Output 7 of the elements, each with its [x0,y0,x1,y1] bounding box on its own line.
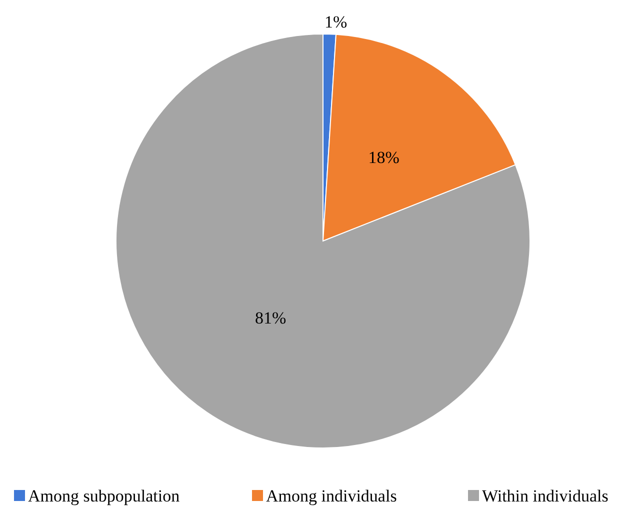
legend-label: Among individuals [266,486,397,506]
legend-label: Among subpopulation [28,486,180,506]
legend-label: Within individuals [482,486,608,506]
data-label: 1% [324,12,348,32]
pie-slice [116,34,530,448]
data-label: 81% [255,308,286,328]
data-label: 18% [368,148,400,167]
